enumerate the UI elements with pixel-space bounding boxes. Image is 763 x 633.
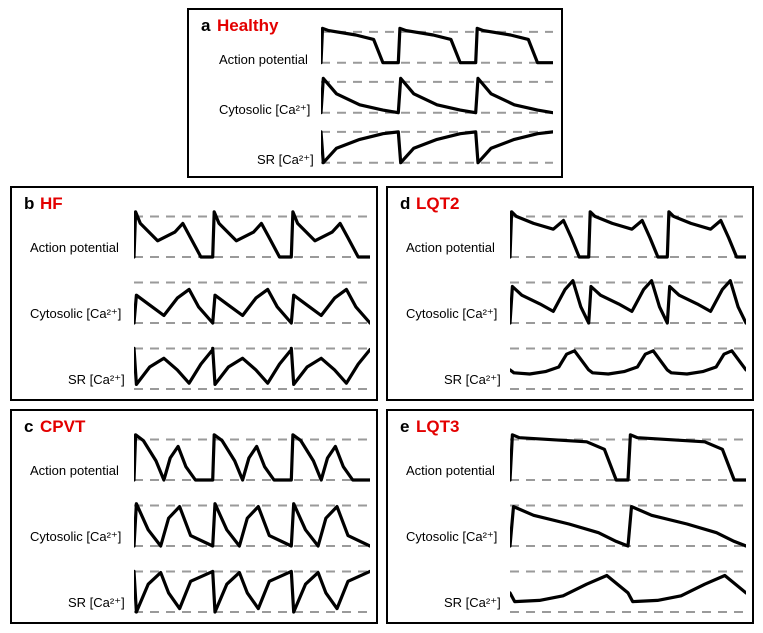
trace-ap_cpvt [134,429,370,487]
panel-e: e LQT3 Action potential Cytosolic [Ca²⁺] SR … [386,409,754,624]
trace-ca_lqt2 [510,272,746,330]
trace-sr_lqt2 [510,338,746,396]
row-label: Cytosolic [Ca²⁺] [406,529,497,545]
trace-ap_lqt2 [510,206,746,264]
trace-ca_lqt3 [510,495,746,553]
trace-sr_cpvt [134,561,370,619]
trace-sr_lqt3 [510,561,746,619]
row-label: Action potential [219,52,308,67]
panel-title: HF [40,194,63,214]
trace-ca_cpvt [134,495,370,553]
panel-b: b HF Action potential Cytosolic [Ca²⁺] SR [C… [10,186,378,401]
panel-letter: e [400,417,409,437]
trace-ca_hf [134,272,370,330]
row-label: Cytosolic [Ca²⁺] [219,102,310,118]
panel-letter: a [201,16,210,36]
row-label: SR [Ca²⁺] [68,595,125,611]
row-label: SR [Ca²⁺] [257,152,314,168]
trace-ap_lqt3 [510,429,746,487]
panel-d: d LQT2 Action potential Cytosolic [Ca²⁺] SR … [386,186,754,401]
row-label: Action potential [406,240,495,255]
trace-ap_healthy [321,24,553,68]
panel-title: CPVT [40,417,85,437]
trace-ca_healthy [321,74,553,118]
panel-letter: d [400,194,410,214]
trace-sr_hf [134,338,370,396]
panel-title: Healthy [217,16,278,36]
row-label: SR [Ca²⁺] [444,595,501,611]
panel-a: a Healthy Action potential Cytosolic [Ca²⁺]… [187,8,563,178]
panel-title: LQT3 [416,417,459,437]
row-label: Cytosolic [Ca²⁺] [30,306,121,322]
row-label: SR [Ca²⁺] [68,372,125,388]
panel-title: LQT2 [416,194,459,214]
trace-ap_hf [134,206,370,264]
row-label: Cytosolic [Ca²⁺] [406,306,497,322]
row-label: Action potential [30,240,119,255]
panel-letter: b [24,194,34,214]
row-label: SR [Ca²⁺] [444,372,501,388]
panel-letter: c [24,417,33,437]
panel-c: c CPVT Action potential Cytosolic [Ca²⁺] SR … [10,409,378,624]
row-label: Action potential [406,463,495,478]
row-label: Cytosolic [Ca²⁺] [30,529,121,545]
trace-sr_healthy [321,124,553,168]
row-label: Action potential [30,463,119,478]
